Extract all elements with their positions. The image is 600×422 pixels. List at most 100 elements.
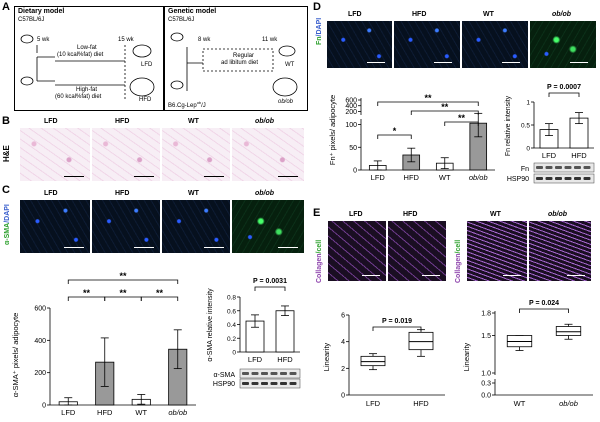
c-group-hfd: HFD xyxy=(115,190,130,197)
significance-bracket xyxy=(444,121,479,126)
x-tick-label: ob/ob xyxy=(168,408,187,417)
d-group-lfd: LFD xyxy=(348,11,362,18)
c-group-lfd: LFD xyxy=(44,190,58,197)
y-tick-label: 0 xyxy=(526,146,530,153)
panel-a-right-box: Genetic model C57BL/6J 8 wk 11 wk Regula… xyxy=(164,6,308,111)
y-tick-label: 0 xyxy=(341,393,345,400)
b-group-wt: WT xyxy=(188,118,199,125)
d-image-obob xyxy=(530,21,596,68)
dietary-model-diagram xyxy=(20,34,155,99)
x-tick-label: LFD xyxy=(248,355,263,364)
y-tick-label: 0.5 xyxy=(521,123,530,130)
blot-band xyxy=(270,382,278,385)
y-tick-label: 0.8 xyxy=(227,295,236,302)
x-tick-label: LFD xyxy=(371,173,386,182)
sig-lfd-obob: ** xyxy=(424,93,432,103)
blot-strip xyxy=(533,173,595,184)
c-group-obob: ob/ob xyxy=(255,190,275,197)
significance-bracket xyxy=(377,134,412,139)
e-image-wt xyxy=(467,221,527,281)
c-side-label: α-SMA/DAPI xyxy=(4,204,11,245)
e-group-hfd: HFD xyxy=(403,211,418,218)
lfd-label: LFD xyxy=(141,62,153,68)
sig-hfd-obob: ** xyxy=(441,102,449,112)
c-bar-chart: 0 200 400 600 LFD HFD WT ob/ob α-SMA⁺ pixels/ ad… xyxy=(11,271,196,417)
blot-strip xyxy=(239,378,301,389)
panel-label-b: B xyxy=(2,115,10,127)
genetic-model-title: Genetic model xyxy=(168,8,217,15)
box xyxy=(360,355,386,367)
hfd-diet-label: High-fat xyxy=(76,87,98,93)
panel-a-left-box: Dietary model C57BL/6J 5 wk 15 wk Low-fa… xyxy=(14,6,164,111)
lfd-diet-label2: (10 kcal%fat) diet xyxy=(57,52,104,58)
y-axis-label: Linearity xyxy=(322,343,331,372)
he-image-lfd xyxy=(20,128,90,181)
bar xyxy=(275,310,295,353)
y-tick-label: 0.4 xyxy=(227,322,236,329)
c-image-obob xyxy=(232,200,304,253)
dietary-wk15: 15 wk xyxy=(118,37,134,43)
blot-band xyxy=(583,177,591,180)
blot-band xyxy=(564,166,572,169)
significance-bracket xyxy=(140,296,179,301)
blot-label: HSP90 xyxy=(213,381,235,388)
x-tick-label: WT xyxy=(439,173,451,182)
y-tick-label: 0.2 xyxy=(227,336,236,343)
y-tick-label: 6 xyxy=(341,313,345,320)
panel-label-e: E xyxy=(313,207,321,219)
mouse-icon xyxy=(132,44,152,58)
genetic-wk11: 11 wk xyxy=(262,37,278,43)
dietary-model-title: Dietary model xyxy=(18,8,65,15)
blot-band xyxy=(574,166,581,169)
y-axis-label: α-SMA⁺ pixels/ adipocyte xyxy=(11,313,20,398)
genetic-strain2: B6.Cg-Lepob/J xyxy=(168,100,206,109)
y-tick-label: 600 xyxy=(34,306,46,313)
x-tick-label: WT xyxy=(135,408,147,417)
p-value: P = 0.019 xyxy=(382,318,412,325)
x-tick-label: HFD xyxy=(97,408,113,417)
e-group-obob: ob/ob xyxy=(548,211,568,218)
blot-band xyxy=(280,382,287,385)
c-image-wt xyxy=(162,200,230,253)
panel-label-a: A xyxy=(2,1,10,13)
blot-band xyxy=(555,177,562,180)
y-axis-label: Fn relative intensity xyxy=(505,95,512,156)
e-right-boxplot: 1.0 1.5 1.8 0.0 0.3 Linearity WT ob/ob P = 0.024 xyxy=(462,300,593,408)
x-tick-label: LFD xyxy=(61,408,76,417)
blot-band xyxy=(289,372,297,375)
genetic-strain: C57BL/6J xyxy=(168,17,195,23)
d-side-label: Fn/DAPI xyxy=(316,17,323,45)
x-tick-label: LFD xyxy=(366,399,381,408)
d-group-hfd: HFD xyxy=(412,11,427,18)
significance-bracket xyxy=(377,101,479,106)
mouse-icon xyxy=(20,34,34,44)
panel-label-c: C xyxy=(2,184,10,196)
blot-strip xyxy=(239,368,301,379)
p-value: P = 0.024 xyxy=(529,300,559,307)
dietary-strain: C57BL/6J xyxy=(18,17,45,23)
sig-wt-obob: ** xyxy=(156,288,164,298)
blot-band xyxy=(251,382,259,385)
mouse-icon xyxy=(129,77,155,97)
significance-bracket xyxy=(410,110,479,115)
p-value: P = 0.0031 xyxy=(253,278,287,285)
y-tick-label: 0 xyxy=(232,350,236,357)
significance-bracket xyxy=(67,279,179,284)
d-wb-chart: 0 0.5 1 LFD HFD Fn relative intensity P = 0.00… xyxy=(505,84,595,184)
blot-band xyxy=(270,372,278,375)
blot-band xyxy=(261,382,268,385)
blot-band xyxy=(280,372,287,375)
blot-band xyxy=(289,382,297,385)
e-side-label-right: Collagen/cell xyxy=(455,239,462,283)
d-image-lfd xyxy=(327,21,392,68)
x-tick-label: HFD xyxy=(571,151,587,160)
x-tick-label: HFD xyxy=(413,399,429,408)
y-tick-label: 200 xyxy=(34,370,46,377)
lfd-diet-label: Low-fat xyxy=(77,45,97,51)
blot-band xyxy=(583,166,591,169)
mouse-icon xyxy=(278,45,296,57)
panel-label-d: D xyxy=(313,1,321,13)
box xyxy=(408,331,434,351)
y-axis-label: Fn⁺ pixels/ adipocyte xyxy=(328,95,337,165)
d-group-wt: WT xyxy=(483,11,494,18)
